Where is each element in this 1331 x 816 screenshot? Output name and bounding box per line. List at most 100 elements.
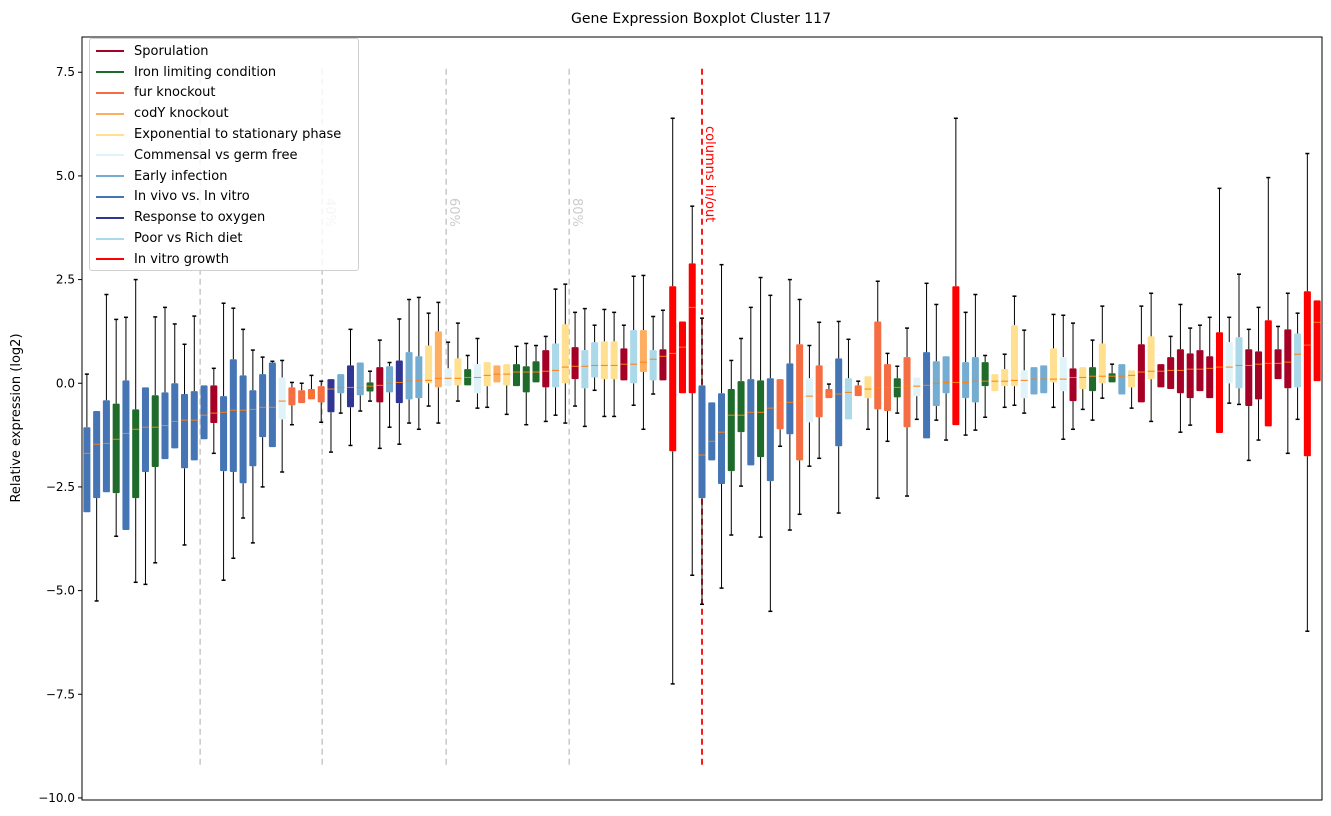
box-67 (727, 359, 735, 536)
legend-item: codY knockout (90, 103, 358, 124)
box-29 (356, 362, 364, 412)
box-116 (1206, 316, 1214, 399)
box-body (444, 368, 452, 387)
box-body (249, 390, 257, 467)
box-69 (747, 306, 755, 466)
box-body (1030, 367, 1038, 395)
box-5 (122, 316, 130, 531)
box-body (1079, 367, 1087, 390)
box-31 (376, 339, 384, 450)
box-93 (981, 354, 989, 419)
box-body (805, 378, 813, 423)
box-41 (473, 337, 481, 409)
box-body (395, 360, 403, 404)
box-58 (639, 274, 647, 431)
box-88 (932, 303, 940, 421)
legend-label: Poor vs Rich diet (134, 231, 243, 247)
box-body (503, 364, 511, 386)
legend-label: Response to oxygen (134, 210, 266, 226)
box-body (1001, 369, 1009, 387)
box-body (1215, 332, 1223, 434)
box-body (1284, 329, 1292, 389)
box-89 (942, 356, 950, 441)
box-37 (434, 301, 442, 424)
box-body (971, 357, 979, 403)
reference-line-label: 80% (569, 198, 584, 227)
box-body (1235, 337, 1243, 389)
box-70 (757, 276, 765, 538)
legend-item: In vivo vs. In vitro (90, 187, 358, 208)
box-46 (522, 342, 530, 426)
reference-line-label: 60% (446, 198, 461, 227)
box-119 (1235, 273, 1243, 406)
box-19 (259, 356, 267, 488)
box-body (630, 330, 638, 384)
box-13 (200, 385, 208, 440)
box-body (376, 367, 384, 403)
box-9 (161, 306, 169, 460)
box-body (678, 321, 686, 394)
box-body (346, 365, 355, 408)
box-body (298, 390, 306, 404)
box-61 (669, 117, 677, 685)
box-body (425, 345, 433, 384)
legend-swatch (96, 154, 124, 157)
box-2 (93, 411, 101, 602)
box-16 (229, 307, 237, 559)
box-body (776, 379, 784, 430)
legend-swatch (96, 237, 124, 240)
box-82 (874, 280, 882, 499)
box-24 (307, 374, 315, 400)
box-body (542, 350, 550, 388)
box-body (1264, 320, 1272, 427)
legend-label: Exponential to stationary phase (134, 127, 342, 143)
legend-item: fur knockout (90, 83, 358, 104)
box-86 (913, 377, 921, 421)
box-8 (151, 316, 159, 564)
box-127 (1313, 300, 1321, 382)
box-10 (171, 323, 179, 449)
box-75 (805, 344, 813, 467)
box-body (83, 427, 91, 513)
legend-swatch (96, 258, 124, 261)
box-12 (190, 315, 198, 461)
box-27 (337, 374, 345, 414)
box-body (708, 402, 716, 461)
box-126 (1303, 152, 1311, 632)
box-17 (239, 328, 247, 519)
legend-swatch (96, 216, 124, 219)
box-body (434, 331, 442, 388)
legend-swatch (96, 133, 124, 136)
legend-label: Iron limiting condition (134, 64, 277, 80)
box-body (659, 349, 667, 381)
box-body (171, 383, 179, 449)
box-92 (971, 293, 979, 431)
box-33 (395, 318, 403, 445)
box-body (639, 330, 647, 373)
box-body (571, 347, 579, 380)
box-body (112, 403, 120, 494)
box-body (259, 374, 267, 438)
box-23 (298, 382, 306, 404)
box-body (132, 409, 140, 499)
box-body (317, 386, 325, 403)
box-body (1294, 333, 1302, 388)
y-tick-label: −5.0 (46, 584, 75, 598)
box-body (181, 394, 189, 469)
box-body (874, 321, 882, 410)
box-73 (786, 278, 794, 531)
box-body (552, 343, 560, 388)
plot-area: 7.55.02.50.0−2.5−5.0−7.5−10.040%60%80%co… (38, 36, 1323, 805)
box-body (903, 357, 911, 428)
box-114 (1186, 327, 1194, 426)
box-body (405, 352, 413, 400)
box-30 (366, 370, 374, 402)
box-121 (1255, 306, 1263, 441)
box-85 (903, 327, 911, 497)
box-40 (464, 354, 472, 386)
box-body (1118, 364, 1126, 395)
box-124 (1284, 292, 1292, 455)
axes-frame (81, 36, 1323, 801)
box-38 (444, 341, 452, 387)
box-35 (415, 296, 423, 431)
